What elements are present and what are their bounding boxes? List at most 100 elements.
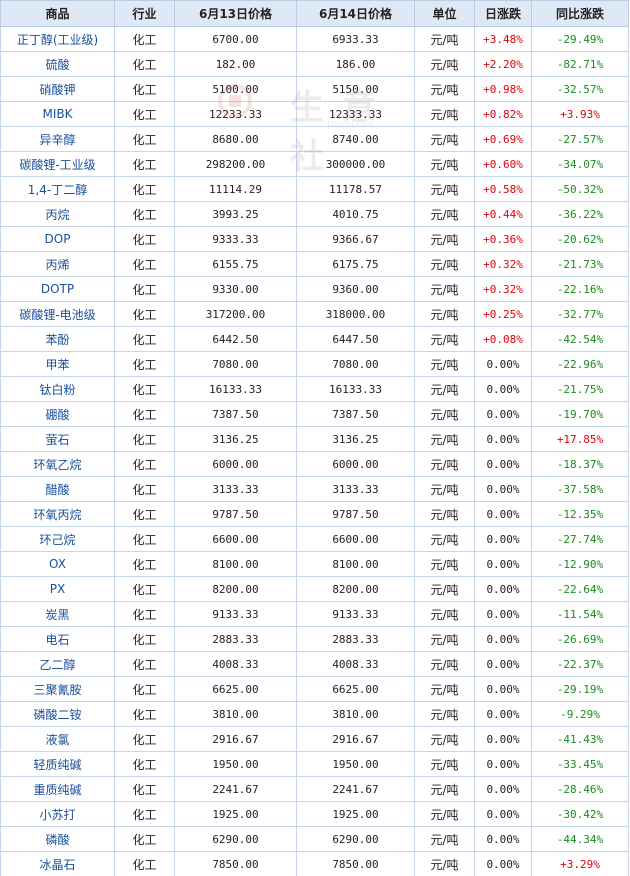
header-price-prev[interactable]: 6月13日价格: [174, 0, 297, 27]
price-curr-cell: 3133.33: [296, 476, 415, 502]
commodity-name[interactable]: 1,4-丁二醇: [0, 176, 115, 202]
price-curr-cell: 1925.00: [296, 801, 415, 827]
yoy-change-cell: -29.19%: [531, 676, 629, 702]
yoy-change-cell: -28.46%: [531, 776, 629, 802]
yoy-change-cell: -27.74%: [531, 526, 629, 552]
industry-cell: 化工: [114, 701, 175, 727]
commodity-name[interactable]: 冰晶石: [0, 851, 115, 876]
unit-cell: 元/吨: [414, 301, 475, 327]
commodity-name[interactable]: 环氧丙烷: [0, 501, 115, 527]
commodity-name[interactable]: 磷酸: [0, 826, 115, 852]
price-curr-cell: 6625.00: [296, 676, 415, 702]
table-row: 醋酸 化工 3133.33 3133.33 元/吨 0.00% -37.58%: [0, 476, 629, 502]
yoy-change-cell: -12.90%: [531, 551, 629, 577]
table-row: 甲苯 化工 7080.00 7080.00 元/吨 0.00% -22.96%: [0, 351, 629, 377]
header-daily-change[interactable]: 日涨跌: [474, 0, 532, 27]
commodity-name[interactable]: PX: [0, 576, 115, 602]
industry-cell: 化工: [114, 751, 175, 777]
price-prev-cell: 3133.33: [174, 476, 297, 502]
commodity-name[interactable]: 环己烷: [0, 526, 115, 552]
price-curr-cell: 12333.33: [296, 101, 415, 127]
commodity-name[interactable]: 硼酸: [0, 401, 115, 427]
industry-cell: 化工: [114, 476, 175, 502]
commodity-name[interactable]: 三聚氰胺: [0, 676, 115, 702]
table-row: MIBK 化工 12233.33 12333.33 元/吨 +0.82% +3.93%: [0, 101, 629, 127]
commodity-name[interactable]: OX: [0, 551, 115, 577]
yoy-change-cell: -18.37%: [531, 451, 629, 477]
yoy-change-cell: -22.37%: [531, 651, 629, 677]
commodity-name[interactable]: 轻质纯碱: [0, 751, 115, 777]
industry-cell: 化工: [114, 601, 175, 627]
commodity-name[interactable]: 炭黑: [0, 601, 115, 627]
yoy-change-cell: -21.73%: [531, 251, 629, 277]
header-commodity[interactable]: 商品: [0, 0, 115, 27]
daily-change-cell: +2.20%: [474, 51, 532, 77]
price-curr-cell: 186.00: [296, 51, 415, 77]
commodity-name[interactable]: 丙烯: [0, 251, 115, 277]
commodity-name[interactable]: MIBK: [0, 101, 115, 127]
commodity-name[interactable]: 碳酸锂-电池级: [0, 301, 115, 327]
commodity-name[interactable]: 硝酸钾: [0, 76, 115, 102]
price-curr-cell: 7080.00: [296, 351, 415, 377]
price-prev-cell: 6000.00: [174, 451, 297, 477]
header-yoy-change[interactable]: 同比涨跌: [531, 0, 629, 27]
industry-cell: 化工: [114, 551, 175, 577]
unit-cell: 元/吨: [414, 251, 475, 277]
industry-cell: 化工: [114, 76, 175, 102]
price-curr-cell: 9133.33: [296, 601, 415, 627]
table-row: 环氧乙烷 化工 6000.00 6000.00 元/吨 0.00% -18.37%: [0, 451, 629, 477]
commodity-name[interactable]: 正丁醇(工业级): [0, 26, 115, 52]
table-row: 电石 化工 2883.33 2883.33 元/吨 0.00% -26.69%: [0, 626, 629, 652]
industry-cell: 化工: [114, 376, 175, 402]
unit-cell: 元/吨: [414, 51, 475, 77]
commodity-name[interactable]: 异辛醇: [0, 126, 115, 152]
commodity-name[interactable]: 硫酸: [0, 51, 115, 77]
daily-change-cell: +3.48%: [474, 26, 532, 52]
table-row: 炭黑 化工 9133.33 9133.33 元/吨 0.00% -11.54%: [0, 601, 629, 627]
industry-cell: 化工: [114, 301, 175, 327]
commodity-name[interactable]: 液氯: [0, 726, 115, 752]
price-curr-cell: 6600.00: [296, 526, 415, 552]
yoy-change-cell: -22.16%: [531, 276, 629, 302]
daily-change-cell: +0.69%: [474, 126, 532, 152]
commodity-name[interactable]: DOP: [0, 226, 115, 252]
commodity-name[interactable]: DOTP: [0, 276, 115, 302]
header-price-curr[interactable]: 6月14日价格: [296, 0, 415, 27]
commodity-name[interactable]: 环氧乙烷: [0, 451, 115, 477]
unit-cell: 元/吨: [414, 326, 475, 352]
commodity-name[interactable]: 丙烷: [0, 201, 115, 227]
commodity-name[interactable]: 醋酸: [0, 476, 115, 502]
price-prev-cell: 2916.67: [174, 726, 297, 752]
commodity-name[interactable]: 乙二醇: [0, 651, 115, 677]
commodity-name[interactable]: 钛白粉: [0, 376, 115, 402]
commodity-name[interactable]: 碳酸锂-工业级: [0, 151, 115, 177]
commodity-name[interactable]: 电石: [0, 626, 115, 652]
price-prev-cell: 2241.67: [174, 776, 297, 802]
unit-cell: 元/吨: [414, 176, 475, 202]
industry-cell: 化工: [114, 126, 175, 152]
price-curr-cell: 7850.00: [296, 851, 415, 876]
unit-cell: 元/吨: [414, 826, 475, 852]
yoy-change-cell: -36.22%: [531, 201, 629, 227]
table-row: 丙烯 化工 6155.75 6175.75 元/吨 +0.32% -21.73%: [0, 251, 629, 277]
commodity-name[interactable]: 甲苯: [0, 351, 115, 377]
daily-change-cell: 0.00%: [474, 726, 532, 752]
yoy-change-cell: -12.35%: [531, 501, 629, 527]
price-curr-cell: 2916.67: [296, 726, 415, 752]
commodity-name[interactable]: 重质纯碱: [0, 776, 115, 802]
commodity-name[interactable]: 萤石: [0, 426, 115, 452]
industry-cell: 化工: [114, 176, 175, 202]
commodity-name[interactable]: 磷酸二铵: [0, 701, 115, 727]
daily-change-cell: +0.44%: [474, 201, 532, 227]
industry-cell: 化工: [114, 326, 175, 352]
price-prev-cell: 3810.00: [174, 701, 297, 727]
header-unit[interactable]: 单位: [414, 0, 475, 27]
unit-cell: 元/吨: [414, 676, 475, 702]
commodity-name[interactable]: 苯酚: [0, 326, 115, 352]
price-curr-cell: 9360.00: [296, 276, 415, 302]
commodity-name[interactable]: 小苏打: [0, 801, 115, 827]
header-industry[interactable]: 行业: [114, 0, 175, 27]
price-prev-cell: 9333.33: [174, 226, 297, 252]
